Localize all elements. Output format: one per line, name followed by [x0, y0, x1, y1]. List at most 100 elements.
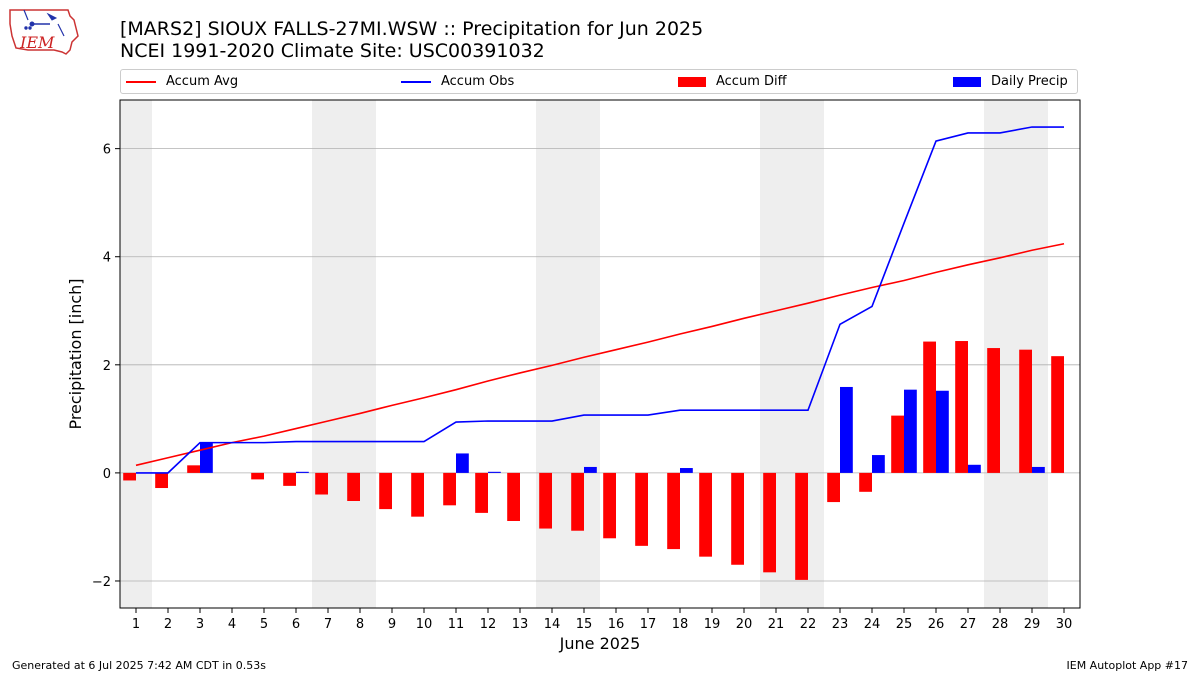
legend-swatch-accum-avg [126, 80, 156, 83]
x-tick-label: 9 [388, 617, 396, 632]
accum-diff-bar [379, 472, 392, 510]
legend-label-accum-avg: Accum Avg [166, 74, 239, 89]
daily-precip-bar [456, 453, 469, 473]
daily-precip-bar [584, 466, 597, 473]
legend-item-accum-avg: Accum Avg [126, 70, 238, 93]
x-tick-label: 11 [448, 617, 465, 632]
y-tick-label: −2 [92, 575, 111, 590]
accum-diff-bar [155, 472, 168, 489]
x-tick-label: 29 [1024, 617, 1041, 632]
accum-diff-bar [123, 472, 136, 481]
accum-diff-bar [603, 472, 616, 539]
x-tick-label: 18 [672, 617, 689, 632]
x-tick-label: 4 [228, 617, 236, 632]
y-tick-label: 2 [103, 359, 111, 374]
accum-diff-bar [571, 472, 584, 531]
y-tick-label: 6 [103, 143, 111, 158]
x-tick-label: 16 [608, 617, 625, 632]
x-tick-label: 20 [736, 617, 753, 632]
x-tick-label: 30 [1056, 617, 1073, 632]
legend-label-accum-diff: Accum Diff [716, 74, 787, 89]
accum-avg-line [135, 242, 1065, 467]
x-tick-label: 5 [260, 617, 268, 632]
x-tick-label: 21 [768, 617, 785, 632]
daily-precip-bar [488, 471, 501, 473]
x-tick-label: 19 [704, 617, 721, 632]
accum-diff-bar [1051, 356, 1064, 473]
accum-diff-bar [283, 472, 296, 486]
legend-item-accum-diff: Accum Diff [678, 70, 787, 93]
x-tick-label: 2 [164, 617, 172, 632]
accum-obs-line [136, 126, 1064, 474]
accum-diff-bar [859, 472, 872, 492]
legend-swatch-accum-obs [401, 80, 431, 83]
accum-diff-bar [315, 472, 328, 495]
accum-diff-bar [635, 472, 648, 546]
accum-diff-bar [763, 472, 776, 573]
legend: Accum Avg Accum Obs Accum Diff Daily Pre… [120, 69, 1078, 94]
title-line-1: [MARS2] SIOUX FALLS-27MI.WSW :: Precipit… [120, 18, 704, 40]
weekend-shade [536, 100, 600, 608]
accum-diff-bar [955, 341, 968, 473]
weekend-shade [312, 100, 376, 608]
accum-diff-bar [187, 465, 200, 473]
x-tick-label: 23 [832, 617, 849, 632]
x-tick-label: 6 [292, 617, 300, 632]
accum-diff-bar [731, 472, 744, 565]
chart-title: [MARS2] SIOUX FALLS-27MI.WSW :: Precipit… [120, 18, 703, 62]
iem-logo: IEM [9, 9, 79, 55]
accum-diff-bar [891, 415, 904, 473]
accum-diff-bar [475, 472, 488, 513]
accum-diff-bar [795, 472, 808, 580]
x-tick-label: 10 [416, 617, 433, 632]
plot-frame [119, 99, 1081, 609]
footer-generated: Generated at 6 Jul 2025 7:42 AM CDT in 0… [12, 659, 266, 672]
legend-label-accum-obs: Accum Obs [441, 74, 515, 89]
y-axis-label: Precipitation [inch] [66, 278, 85, 429]
weekend-shade [120, 100, 152, 608]
x-tick-label: 13 [512, 617, 529, 632]
x-tick-label: 1 [132, 617, 140, 632]
x-tick-label: 24 [864, 617, 881, 632]
accum-diff-bar [347, 472, 360, 501]
accum-diff-bar [507, 472, 520, 521]
iowa-state-outline-icon [9, 9, 79, 55]
daily-precip-bar [1032, 466, 1045, 473]
title-line-2: NCEI 1991-2020 Climate Site: USC00391032 [120, 40, 545, 62]
accum-diff-bar [251, 472, 264, 480]
legend-item-accum-obs: Accum Obs [401, 70, 514, 93]
y-tick-label: 0 [103, 467, 111, 482]
logo-text: IEM [19, 33, 55, 52]
accum-diff-bar [411, 472, 424, 517]
legend-label-daily-precip: Daily Precip [991, 74, 1068, 89]
accum-diff-bar [827, 472, 840, 503]
legend-swatch-accum-diff [678, 76, 706, 87]
x-tick-label: 22 [800, 617, 817, 632]
accum-diff-bar [667, 472, 680, 550]
daily-precip-bar [840, 386, 853, 473]
x-tick-label: 14 [544, 617, 561, 632]
accum-diff-bar [443, 472, 456, 506]
x-tick-label: 7 [324, 617, 332, 632]
daily-precip-bar [680, 468, 693, 473]
daily-precip-bar [904, 389, 917, 473]
x-tick-label: 28 [992, 617, 1009, 632]
legend-swatch-daily-precip [953, 76, 981, 87]
x-tick-label: 8 [356, 617, 364, 632]
accum-diff-bar [699, 472, 712, 557]
legend-item-daily-precip: Daily Precip [953, 70, 1068, 93]
x-tick-label: 27 [960, 617, 977, 632]
x-tick-label: 26 [928, 617, 945, 632]
x-tick-label: 12 [480, 617, 497, 632]
daily-precip-bar [872, 455, 885, 473]
daily-precip-bar [296, 471, 309, 473]
x-tick-label: 15 [576, 617, 593, 632]
accum-diff-bar [1019, 349, 1032, 473]
daily-precip-bar [936, 390, 949, 473]
daily-precip-bar [968, 464, 981, 473]
accum-diff-bar [539, 472, 552, 529]
accum-diff-bar [987, 348, 1000, 473]
x-tick-label: 25 [896, 617, 913, 632]
x-tick-label: 3 [196, 617, 204, 632]
